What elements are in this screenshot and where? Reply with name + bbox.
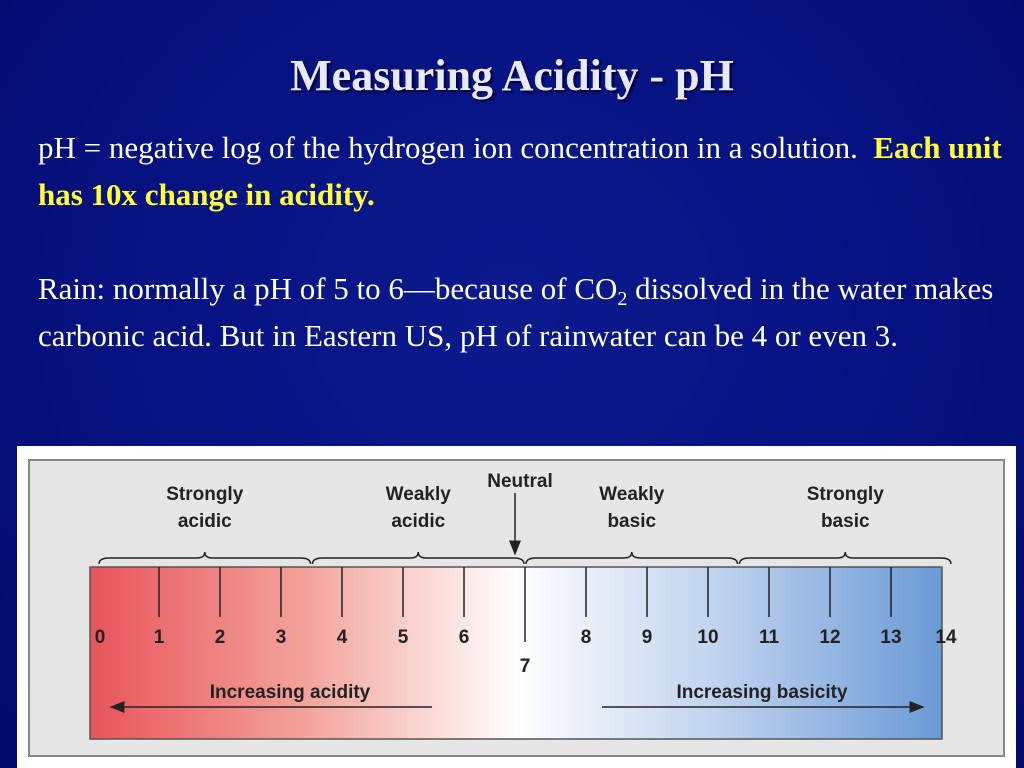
- group-label-2-line1: Weakly: [386, 484, 452, 505]
- group-brace-3: [525, 551, 739, 565]
- co2-subscript: 2: [617, 288, 628, 310]
- group-label-4-line2: basic: [821, 511, 870, 532]
- scale-number-7: 7: [520, 656, 531, 677]
- acidity-arrow-label: Increasing acidity: [210, 682, 371, 703]
- scale-number-6: 6: [459, 627, 470, 648]
- slide-body: pH = negative log of the hydrogen ion co…: [38, 124, 1008, 359]
- group-label-3-line2: basic: [607, 511, 656, 532]
- scale-number-1: 1: [154, 627, 165, 648]
- neutral-label: Neutral: [487, 471, 552, 492]
- slide-title: Measuring Acidity - pH: [290, 51, 734, 100]
- paragraph-ph-definition: pH = negative log of the hydrogen ion co…: [38, 124, 1008, 218]
- rain-text-a: Rain: normally a pH of 5 to 6—because of…: [38, 271, 618, 306]
- ph-definition-text: pH = negative log of the hydrogen ion co…: [38, 130, 858, 165]
- scale-number-14: 14: [935, 627, 957, 648]
- scale-number-13: 13: [880, 627, 901, 648]
- scale-number-11: 11: [759, 627, 780, 648]
- scale-number-12: 12: [819, 627, 840, 648]
- ph-scale-figure: 0 1 2 3 4 5 6 7 8 9 10 11 12 13 14 Strongly acidic Weakly…: [17, 446, 1016, 768]
- scale-number-2: 2: [215, 627, 226, 648]
- group-brace-1: [98, 551, 312, 565]
- group-brace-4: [738, 551, 952, 565]
- scale-number-5: 5: [398, 627, 409, 648]
- scale-number-3: 3: [276, 627, 287, 648]
- group-label-2-line2: acidic: [391, 511, 445, 532]
- scale-number-0: 0: [95, 627, 106, 648]
- group-label-1-line2: acidic: [178, 511, 232, 532]
- scale-number-4: 4: [337, 627, 348, 648]
- group-brace-2: [311, 551, 525, 565]
- scale-number-8: 8: [581, 627, 592, 648]
- group-label-4-line1: Strongly: [807, 484, 884, 505]
- ph-unit-highlight: Each unit has 10x change in acidity.: [38, 130, 1002, 212]
- scale-number-9: 9: [642, 627, 653, 648]
- paragraph-rain: Rain: normally a pH of 5 to 6—because of…: [38, 265, 1008, 359]
- scale-number-10: 10: [697, 627, 718, 648]
- group-label-3-line1: Weakly: [599, 484, 665, 505]
- ph-gradient-bar: [89, 566, 943, 740]
- basicity-arrow-label: Increasing basicity: [676, 682, 848, 703]
- rain-text-b: dissolved in the water makes carbonic ac…: [38, 271, 994, 353]
- group-label-1-line1: Strongly: [166, 484, 243, 505]
- ph-scale-diagram: 0 1 2 3 4 5 678 9 10 11 12 13 14StronglyacidicWeakly…: [28, 459, 1005, 757]
